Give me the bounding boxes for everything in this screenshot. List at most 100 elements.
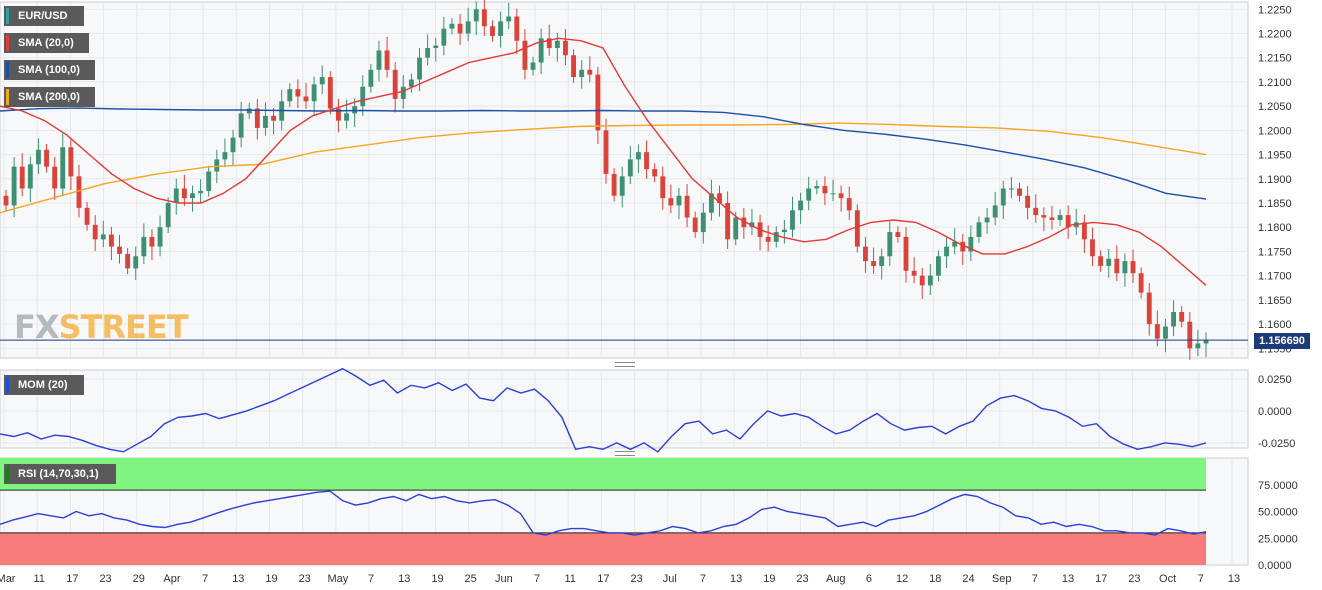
x-tick-label: 17 xyxy=(1095,573,1107,585)
pane-resize-handle-1[interactable] xyxy=(615,362,635,367)
x-tick-label: 13 xyxy=(1062,573,1074,585)
candle-body xyxy=(68,147,74,177)
candle-body xyxy=(668,198,674,206)
y-tick-label-rsi: 25.0000 xyxy=(1258,533,1298,545)
y-tick-label-mom: 0.0000 xyxy=(1258,406,1292,418)
rsi-line xyxy=(0,490,1207,536)
candle-body xyxy=(846,198,852,211)
candle-body xyxy=(1203,340,1209,344)
candle-body xyxy=(360,86,366,107)
legend-sma20[interactable]: SMA (20,0) xyxy=(4,33,89,53)
candle-body xyxy=(1146,292,1152,325)
x-tick-label: Mar xyxy=(0,573,16,585)
x-tick-label: 13 xyxy=(730,573,742,585)
candle-body xyxy=(992,205,998,218)
x-tick-label: 23 xyxy=(796,573,808,585)
legend-rsi-swatch xyxy=(6,466,9,482)
legend-sma200[interactable]: SMA (200,0) xyxy=(4,87,95,107)
candle-body xyxy=(3,195,9,206)
x-tick-label: 13 xyxy=(232,573,244,585)
x-tick-label: 12 xyxy=(896,573,908,585)
y-tick-label-main: 1.1950 xyxy=(1258,150,1292,162)
candle-body xyxy=(230,137,236,153)
x-tick-label: 25 xyxy=(465,573,477,585)
candle-body xyxy=(1106,258,1112,266)
candle-body xyxy=(790,210,795,230)
candle-body xyxy=(1041,215,1047,218)
candle-body xyxy=(1049,217,1055,220)
legend-eurusd[interactable]: EUR/USD xyxy=(4,6,84,26)
x-tick-label: 13 xyxy=(398,573,410,585)
candle-body xyxy=(708,193,714,213)
candle-body xyxy=(798,200,804,211)
x-tick-label: 17 xyxy=(66,573,78,585)
candle-body xyxy=(157,227,163,247)
candle-body xyxy=(1195,343,1201,349)
candle-body xyxy=(684,195,690,218)
candle-body xyxy=(587,69,593,75)
candle-body xyxy=(1187,321,1193,349)
legend-mom-swatch xyxy=(6,377,9,393)
candle-body xyxy=(392,69,398,99)
candle-body xyxy=(246,108,252,114)
candle-body xyxy=(887,232,893,257)
y-tick-label-main: 1.1850 xyxy=(1258,198,1292,210)
candle-body xyxy=(919,275,925,286)
candle-body xyxy=(133,256,139,269)
candle-body xyxy=(36,149,41,165)
candle-body xyxy=(60,147,66,189)
candle-body xyxy=(976,222,982,237)
x-tick-label: 7 xyxy=(700,573,706,585)
x-tick-label: 13 xyxy=(1228,573,1240,585)
candle-body xyxy=(327,77,333,109)
legend-eurusd-label: EUR/USD xyxy=(18,10,68,22)
candle-body xyxy=(506,16,512,22)
pane-resize-handle-2[interactable] xyxy=(615,451,635,456)
candle-body xyxy=(222,152,228,160)
y-tick-label-main: 1.1600 xyxy=(1258,319,1292,331)
candle-body xyxy=(303,96,309,102)
y-tick-label-main: 1.1650 xyxy=(1258,295,1292,307)
candle-body xyxy=(198,190,204,194)
y-tick-label-main: 1.1700 xyxy=(1258,271,1292,283)
candle-body xyxy=(879,256,885,266)
legend-mom[interactable]: MOM (20) xyxy=(4,375,84,395)
candle-body xyxy=(1025,195,1031,208)
legend-sma100[interactable]: SMA (100,0) xyxy=(4,60,95,80)
candle-body xyxy=(173,188,179,204)
candle-body xyxy=(238,113,244,138)
candle-body xyxy=(944,246,949,257)
candle-body xyxy=(1098,256,1104,266)
x-tick-label: 19 xyxy=(431,573,443,585)
x-tick-label: 17 xyxy=(597,573,609,585)
candle-body xyxy=(181,188,187,199)
candle-body xyxy=(263,115,268,128)
y-tick-label-rsi: 0.0000 xyxy=(1258,560,1292,572)
candle-body xyxy=(952,241,958,247)
x-tick-label: Sep xyxy=(992,573,1012,585)
candle-body xyxy=(352,106,358,114)
candle-body xyxy=(100,234,106,240)
candle-body xyxy=(692,217,698,233)
candle-body xyxy=(522,40,528,70)
candle-body xyxy=(863,246,868,262)
y-tick-label-main: 1.2200 xyxy=(1258,28,1292,40)
candle-body xyxy=(214,159,220,172)
candle-body xyxy=(19,166,25,189)
candle-body xyxy=(652,169,658,177)
candle-body xyxy=(271,115,276,121)
candle-body xyxy=(376,50,382,70)
candle-body xyxy=(295,89,301,97)
watermark-fx: FX xyxy=(14,308,60,346)
x-tick-label: 7 xyxy=(202,573,208,585)
candle-body xyxy=(1081,222,1087,240)
candle-body xyxy=(660,176,666,199)
candle-body xyxy=(571,55,576,78)
candle-body xyxy=(676,195,682,206)
legend-sma100-swatch xyxy=(6,62,9,78)
candle-body xyxy=(636,152,641,160)
legend-rsi[interactable]: RSI (14,70,30,1) xyxy=(4,464,116,484)
legend-eurusd-swatch xyxy=(6,8,9,24)
x-tick-label: 7 xyxy=(1198,573,1204,585)
